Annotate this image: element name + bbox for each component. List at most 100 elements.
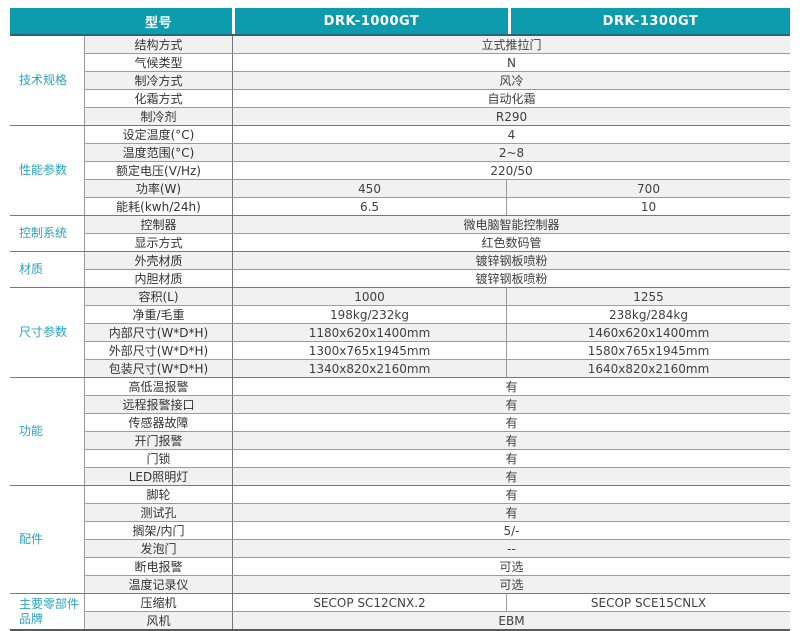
group-label: 功能 [10,378,85,485]
value-model-drk-1000gt: 6.5 [233,198,507,215]
spec-row: 远程报警接口 有 [85,395,790,413]
param-label: 断电报警 [85,558,233,575]
spec-row: 发泡门 -- [85,539,790,557]
spec-row: 包装尺寸(W*D*H) 1340x820x2160mm 1640x820x2160m… [85,359,790,377]
value-both-models: 有 [505,506,518,520]
value-area: 1340x820x2160mm 1640x820x2160mm [233,360,790,377]
spec-row: LED照明灯 有 [85,467,790,485]
value-model-drk-1300gt: 1580x765x1945mm [587,343,710,358]
param-label: 包装尺寸(W*D*H) [85,360,233,377]
value-both-models: 镀锌钢板喷粉 [475,254,548,268]
value-both-models: N [507,55,516,70]
param-label: 容积(L) [85,288,233,305]
value-area: 5/- [233,522,790,539]
value-model-drk-1000gt: 1180x620x1400mm [233,324,507,341]
spec-row: 制冷方式 风冷 [85,71,790,89]
group-rows: 外壳材质 镀锌钢板喷粉 内胆材质 镀锌钢板喷粉 [85,252,790,287]
value-area: 有 [233,450,790,467]
value-both-models: 有 [505,398,518,412]
spec-row: 搁架/内门 5/- [85,521,790,539]
param-label: 高低温报警 [85,378,233,395]
param-label: 远程报警接口 [85,396,233,413]
spec-row: 脚轮 有 [85,486,790,503]
header-model-drk-1300gt: DRK-1300GT [511,8,790,34]
value-area: EBM [233,612,790,629]
value-area: 红色数码管 [233,234,790,251]
value-area: 镀锌钢板喷粉 [233,270,790,287]
param-label: 门锁 [85,450,233,467]
spec-row: 传感器故障 有 [85,413,790,431]
value-area: 有 [233,468,790,485]
value-area: 可选 [233,558,790,575]
param-label: 压缩机 [85,594,233,611]
value-model-drk-1000gt: 198kg/232kg [233,306,507,323]
group-label: 性能参数 [10,126,85,215]
param-label: 化霜方式 [85,90,233,107]
spec-row: 压缩机 SECOP SC12CNX.2 SECOP SCE15CNLX [85,594,790,611]
param-label: LED照明灯 [85,468,233,485]
value-area: 有 [233,414,790,431]
spec-group: 技术规格 结构方式 立式推拉门 气候类型 N 制冷方式 风冷 化霜方式 自动化霜 制冷剂 R290 [10,36,790,125]
value-area: 有 [233,396,790,413]
spec-row: 断电报警 可选 [85,557,790,575]
spec-row: 净重/毛重 198kg/232kg 238kg/284kg [85,305,790,323]
value-both-models: 镀锌钢板喷粉 [475,272,548,286]
header-model-drk-1000gt: DRK-1000GT [235,8,508,34]
spec-row: 外部尺寸(W*D*H) 1300x765x1945mm 1580x765x1945m… [85,341,790,359]
spec-group: 材质 外壳材质 镀锌钢板喷粉 内胆材质 镀锌钢板喷粉 [10,251,790,287]
spec-group: 性能参数 设定温度(°C) 4 温度范围(°C) 2~8 额定电压(V/Hz) 220/50… [10,125,790,215]
value-both-models: 有 [505,416,518,430]
spec-row: 控制器 微电脑智能控制器 [85,216,790,233]
spec-row: 测试孔 有 [85,503,790,521]
param-label: 内胆材质 [85,270,233,287]
value-both-models: 有 [505,380,518,394]
value-area: 自动化霜 [233,90,790,107]
spec-group: 主要零部件品牌 压缩机 SECOP SC12CNX.2 SECOP SCE15CNLX… [10,593,790,629]
group-rows: 压缩机 SECOP SC12CNX.2 SECOP SCE15CNLX 风机 EBM [85,594,790,629]
header-model-label: 型号 [10,8,232,34]
value-both-models: EBM [498,613,525,628]
value-area: 风冷 [233,72,790,89]
param-label: 显示方式 [85,234,233,251]
param-label: 温度记录仪 [85,576,233,593]
spec-row: 高低温报警 有 [85,378,790,395]
value-both-models: 220/50 [490,163,533,178]
value-area: 有 [233,378,790,395]
group-label: 主要零部件品牌 [10,594,85,629]
spec-row: 门锁 有 [85,449,790,467]
spec-row: 功率(W) 450 700 [85,179,790,197]
param-label: 温度范围(°C) [85,144,233,161]
group-rows: 设定温度(°C) 4 温度范围(°C) 2~8 额定电压(V/Hz) 220/50 功率(W… [85,126,790,215]
value-both-models: 2~8 [498,145,525,160]
value-area: 1180x620x1400mm 1460x620x1400mm [233,324,790,341]
param-label: 气候类型 [85,54,233,71]
param-label: 搁架/内门 [85,522,233,539]
value-both-models: 有 [505,434,518,448]
value-area: 镀锌钢板喷粉 [233,252,790,269]
param-label: 传感器故障 [85,414,233,431]
value-area: 立式推拉门 [233,36,790,53]
param-label: 额定电压(V/Hz) [85,162,233,179]
spec-row: 开门报警 有 [85,431,790,449]
value-both-models: 有 [505,470,518,484]
spec-row: 温度范围(°C) 2~8 [85,143,790,161]
spec-row: 制冷剂 R290 [85,107,790,125]
value-model-drk-1300gt: SECOP SCE15CNLX [590,595,707,610]
value-both-models: 5/- [503,523,520,538]
value-both-models: 立式推拉门 [481,38,542,52]
table-header: 型号 DRK-1000GT DRK-1300GT [10,8,790,34]
spec-row: 气候类型 N [85,53,790,71]
param-label: 开门报警 [85,432,233,449]
value-both-models: 4 [507,127,516,142]
value-model-drk-1300gt: 1640x820x2160mm [587,361,710,376]
group-rows: 结构方式 立式推拉门 气候类型 N 制冷方式 风冷 化霜方式 自动化霜 制冷剂 R290 [85,36,790,125]
value-model-drk-1000gt: SECOP SC12CNX.2 [233,594,507,611]
value-area: 4 [233,126,790,143]
value-model-drk-1000gt: 450 [233,180,507,197]
group-label: 尺寸参数 [10,288,85,377]
value-both-models: 可选 [499,560,524,574]
value-area: 1300x765x1945mm 1580x765x1945mm [233,342,790,359]
spec-row: 设定温度(°C) 4 [85,126,790,143]
param-label: 设定温度(°C) [85,126,233,143]
value-both-models: 红色数码管 [481,236,542,250]
